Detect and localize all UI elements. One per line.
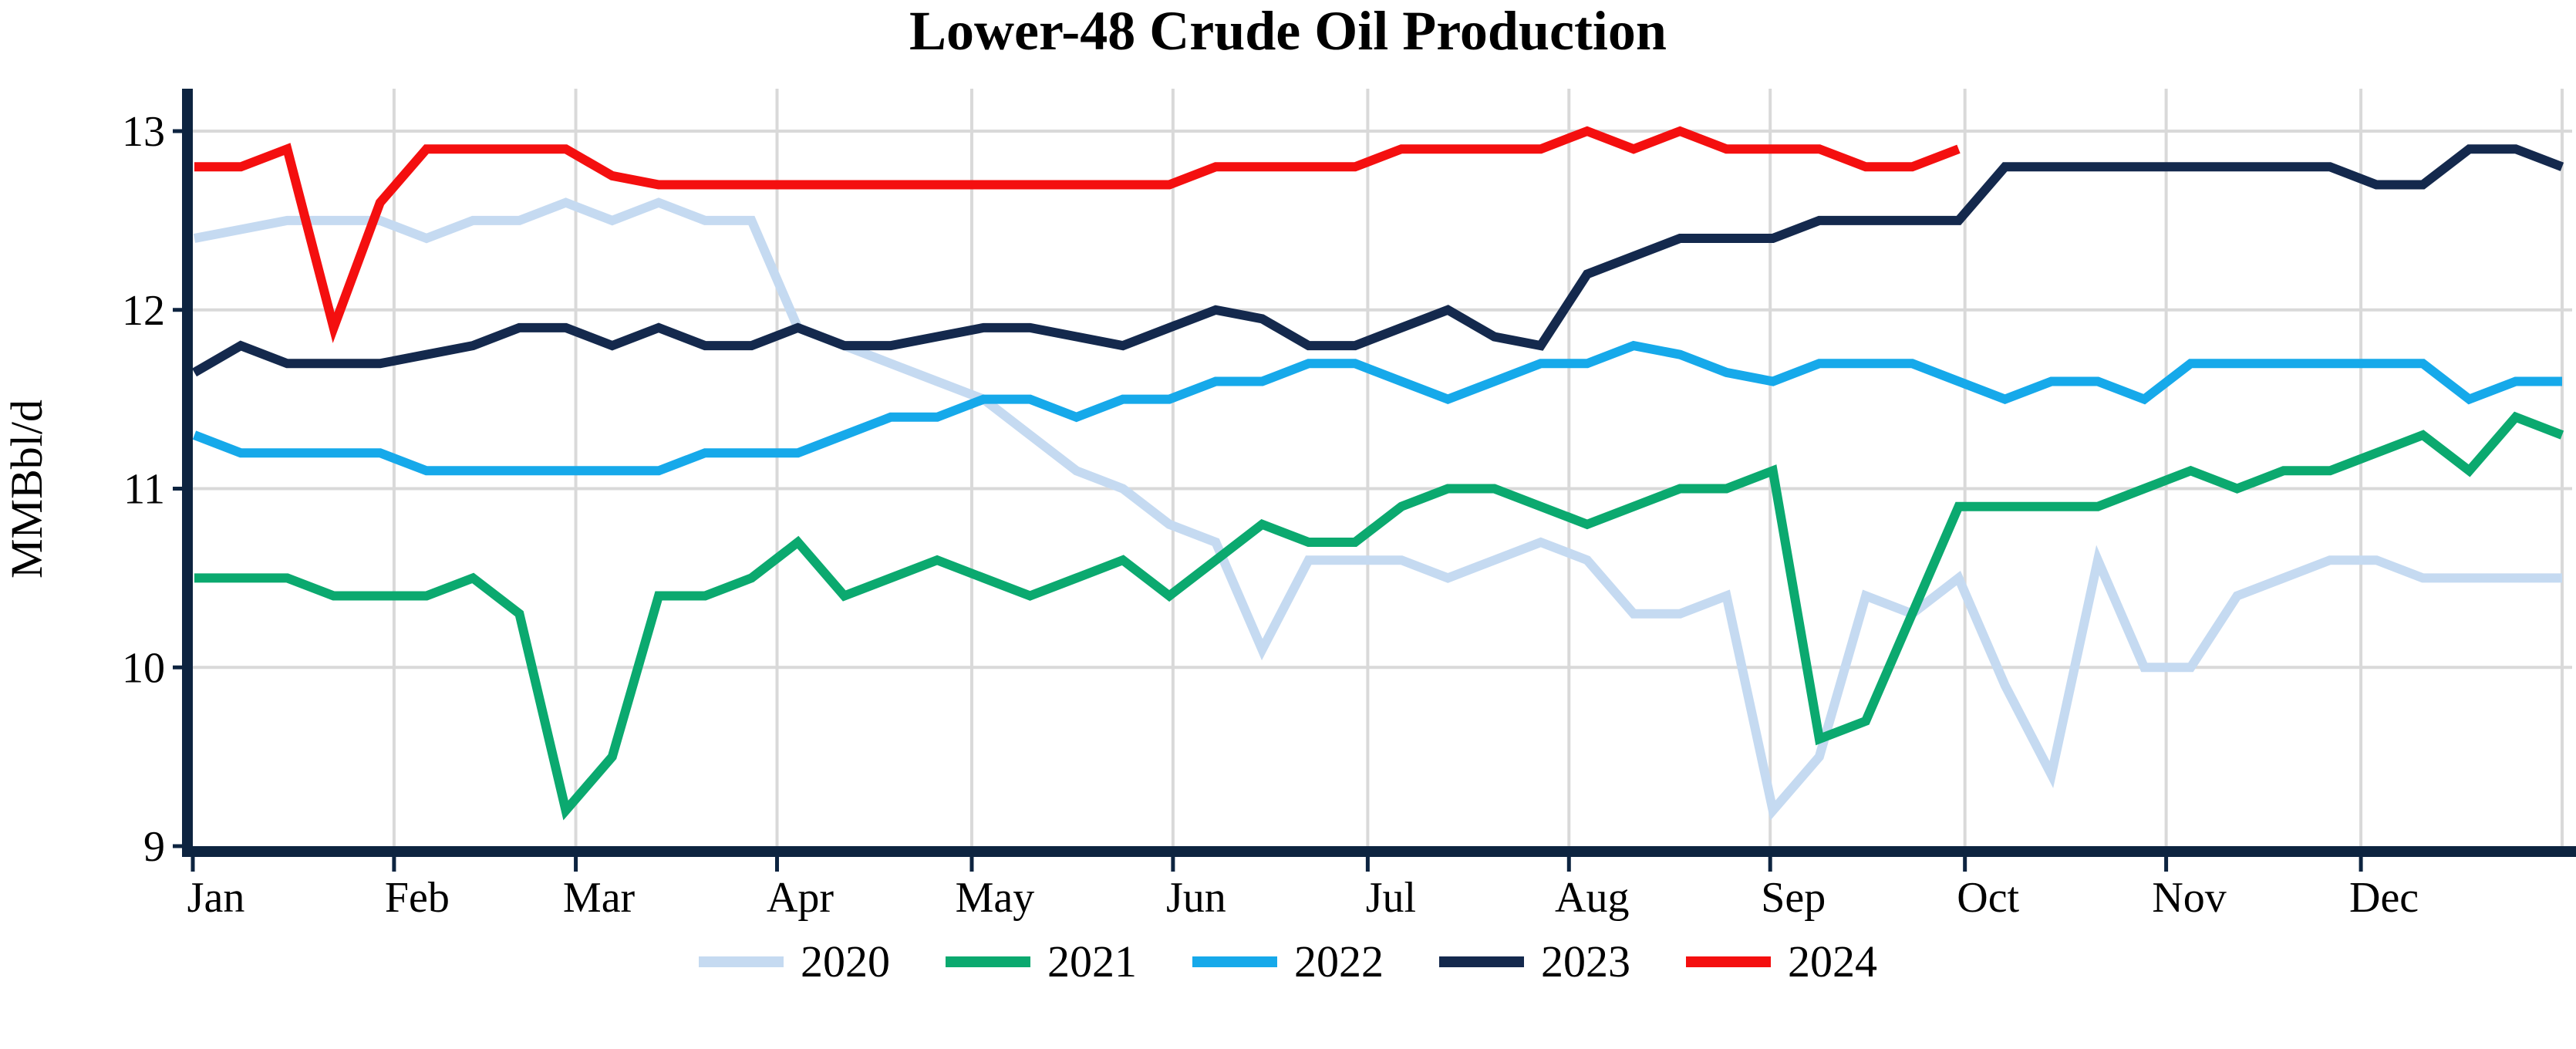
series-line-2023 — [191, 144, 2564, 377]
gridlines — [193, 89, 2572, 846]
x-tick-label-Jun: Jun — [1166, 874, 1226, 922]
y-tick-label-13: 13 — [122, 108, 165, 156]
legend-item-2022: 2022 — [1192, 939, 1384, 984]
legend-swatch-2023 — [1439, 956, 1524, 967]
x-tick-label-Jan: Jan — [187, 874, 245, 922]
series-line-2022 — [192, 340, 2562, 476]
axis-labels: 13 12 11 10 9 Jan Feb Mar Apr May Jun Jul Aug Sep Oct N… — [122, 108, 2419, 922]
x-tick-label-Oct: Oct — [1957, 874, 2019, 922]
legend-swatch-2024 — [1686, 956, 1771, 967]
series-line-2020 — [193, 197, 2562, 821]
y-axis-title: MMBbl/d — [2, 400, 52, 578]
y-tick-label-11: 11 — [123, 466, 165, 514]
y-tick-label-12: 12 — [122, 287, 165, 335]
legend-swatch-2021 — [946, 956, 1030, 967]
legend-item-2024: 2024 — [1686, 939, 1877, 984]
series-line-2024 — [194, 126, 1961, 343]
legend-label-2022: 2022 — [1294, 936, 1384, 987]
x-tick-label-May: May — [956, 874, 1035, 922]
legend-label-2020: 2020 — [801, 936, 890, 987]
chart-title: Lower-48 Crude Oil Production — [909, 0, 1667, 62]
series-line-2021 — [194, 411, 2564, 821]
y-tick-label-9: 9 — [143, 823, 165, 871]
legend-item-2023: 2023 — [1439, 939, 1630, 984]
x-tick-label-Apr: Apr — [767, 874, 834, 922]
legend-label-2023: 2023 — [1541, 936, 1630, 987]
x-tick-label-Jul: Jul — [1366, 874, 1416, 922]
legend-item-2021: 2021 — [946, 939, 1137, 984]
legend-swatch-2020 — [699, 956, 784, 967]
y-tick-label-10: 10 — [122, 644, 165, 692]
legend-item-2020: 2020 — [699, 939, 890, 984]
x-tick-label-Nov: Nov — [2152, 874, 2226, 922]
x-tick-label-Dec: Dec — [2349, 874, 2419, 922]
series-lines — [191, 126, 2564, 821]
legend-swatch-2022 — [1192, 956, 1277, 967]
legend-label-2021: 2021 — [1047, 936, 1137, 987]
x-tick-label-Feb: Feb — [385, 874, 450, 922]
axes — [173, 89, 2576, 872]
legend-label-2024: 2024 — [1788, 936, 1877, 987]
legend: 2020 2021 2022 2023 2024 — [0, 939, 2576, 984]
x-tick-label-Aug: Aug — [1555, 874, 1629, 922]
x-tick-label-Sep: Sep — [1761, 874, 1826, 922]
x-tick-label-Mar: Mar — [563, 874, 636, 922]
